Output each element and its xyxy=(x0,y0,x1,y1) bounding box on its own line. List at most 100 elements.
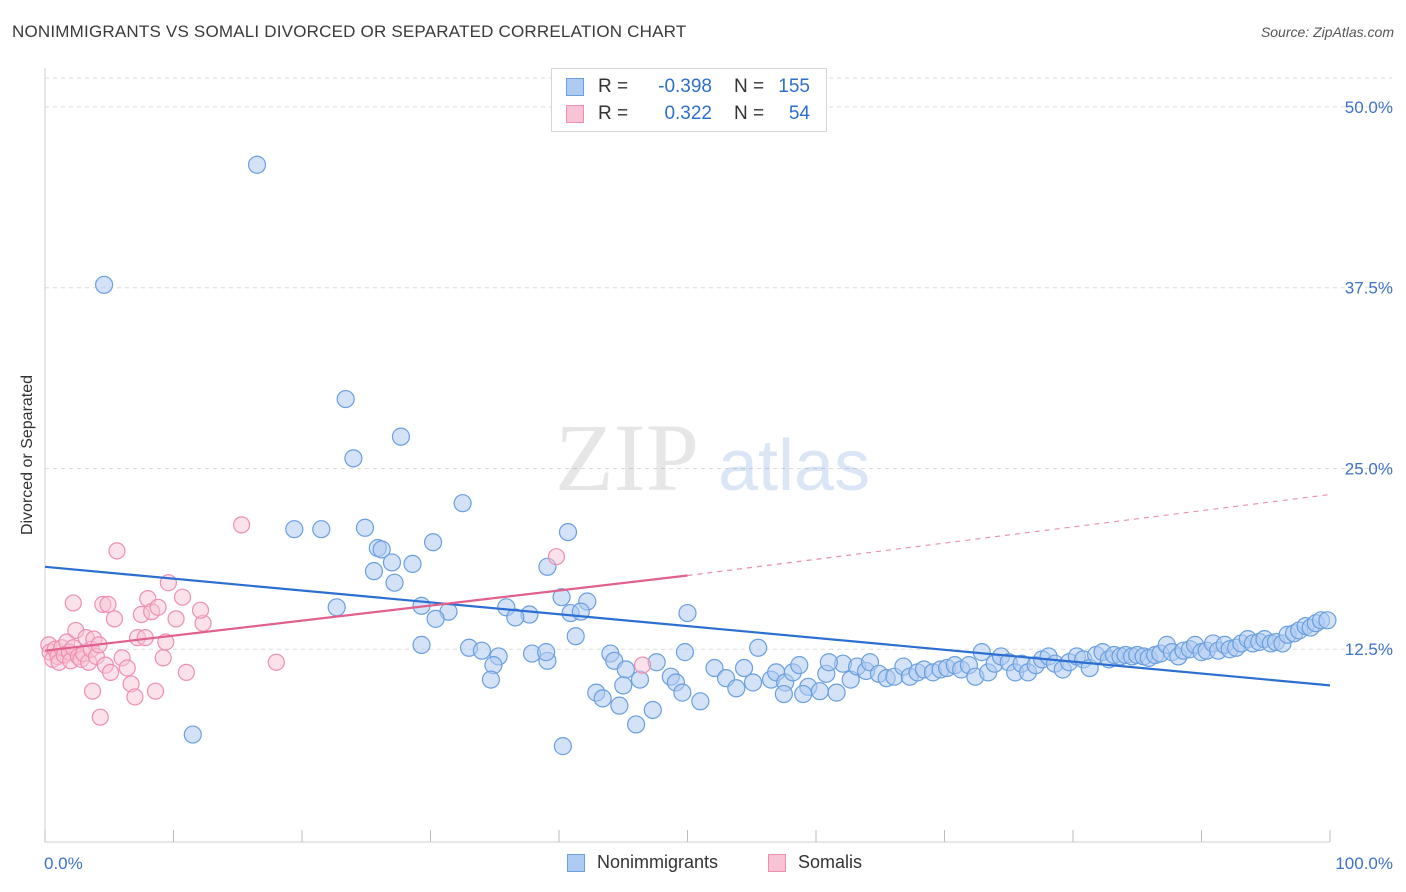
stats-swatch-pink xyxy=(566,105,584,123)
nonimmigrants-point xyxy=(453,494,472,513)
nonimmigrants-point xyxy=(647,653,666,672)
nonimmigrants-point xyxy=(481,670,500,689)
somalis-point xyxy=(177,663,195,681)
legend-swatch-pink xyxy=(768,853,786,872)
nonimmigrants-point xyxy=(616,660,635,679)
source-label: Source: ZipAtlas.com xyxy=(1260,24,1394,40)
legend-label: Nonimmigrants xyxy=(597,852,719,872)
somalis-point xyxy=(191,601,210,619)
nonimmigrants-point xyxy=(673,683,692,702)
nonimmigrants-point xyxy=(364,562,384,581)
nonimmigrants-point xyxy=(626,715,646,734)
legend-item-somalis[interactable]: Somalis xyxy=(768,852,862,873)
somalis-point xyxy=(118,659,136,677)
stats-box: R = -0.398 N = 155 R = 0.322 N = 54 xyxy=(551,68,827,132)
y-tick-label: 50.0% xyxy=(1345,98,1393,117)
somalis-point xyxy=(547,548,566,566)
trend-lines xyxy=(44,493,1331,687)
nonimmigrants-point xyxy=(819,653,838,672)
somalis-point xyxy=(267,653,285,671)
stats-r-value: -0.398 xyxy=(658,76,712,97)
somalis-trend-extension xyxy=(687,493,1331,577)
somalis-point xyxy=(64,594,82,612)
nonimmigrants-point xyxy=(552,588,571,607)
nonimmigrants-point xyxy=(336,389,355,409)
stats-n-value: 155 xyxy=(778,76,810,97)
somalis-point xyxy=(146,682,165,700)
stats-r-label: R = xyxy=(598,103,629,124)
somalis-point xyxy=(91,708,109,726)
nonimmigrants-point xyxy=(727,679,746,698)
stats-swatch-blue xyxy=(566,78,584,96)
x-tick-label: 100.0% xyxy=(1335,854,1393,873)
stats-n-label: N = xyxy=(733,103,765,124)
somalis-point xyxy=(233,516,251,534)
stats-row-nonimmigrants: R = -0.398 N = 155 xyxy=(566,74,810,100)
nonimmigrants-point xyxy=(678,603,697,623)
watermark-zip: ZIP xyxy=(555,404,699,511)
somalis-points xyxy=(40,516,652,726)
nonimmigrants-point xyxy=(423,533,443,552)
somalis-point xyxy=(105,610,123,628)
somalis-point xyxy=(108,542,126,560)
chart-title: NONIMMIGRANTS VS SOMALI DIVORCED OR SEPA… xyxy=(12,22,687,41)
stats-n-label: N = xyxy=(733,76,765,97)
legend-label: Somalis xyxy=(798,852,863,872)
watermark: ZIP atlas xyxy=(555,404,870,511)
somalis-point xyxy=(633,656,652,674)
nonimmigrants-point xyxy=(643,700,662,720)
nonimmigrants-point xyxy=(247,155,267,174)
nonimmigrants-point xyxy=(382,553,402,572)
nonimmigrants-point xyxy=(610,696,629,715)
gridlines xyxy=(45,77,1392,650)
legend: Nonimmigrants Somalis xyxy=(0,852,1406,876)
nonimmigrants-point xyxy=(426,609,445,628)
axes xyxy=(44,68,1331,843)
nonimmigrants-point xyxy=(344,449,363,468)
legend-item-nonimmigrants[interactable]: Nonimmigrants xyxy=(567,852,718,873)
nonimmigrants-point xyxy=(705,658,724,678)
nonimmigrants-point xyxy=(355,518,375,537)
nonimmigrants-point xyxy=(790,656,809,675)
somalis-point xyxy=(149,598,167,616)
somalis-point xyxy=(126,688,144,706)
nonimmigrants-point xyxy=(675,643,695,662)
somalis-point xyxy=(101,663,120,681)
nonimmigrants-point xyxy=(691,692,710,711)
somalis-trend-line xyxy=(44,574,688,652)
nonimmigrants-point xyxy=(749,638,768,657)
x-tick-label: 0.0% xyxy=(44,854,83,873)
y-tick-label: 25.0% xyxy=(1345,459,1393,478)
nonimmigrants-point xyxy=(630,670,650,689)
legend-swatch-blue xyxy=(567,853,585,872)
nonimmigrants-trend-line xyxy=(44,565,1331,687)
stats-row-somalis: R = 0.322 N = 54 xyxy=(566,101,810,127)
nonimmigrants-point xyxy=(566,627,585,646)
somalis-point xyxy=(99,595,117,614)
stats-r-value: 0.322 xyxy=(664,103,712,124)
nonimmigrants-point xyxy=(774,684,793,704)
nonimmigrants-point xyxy=(312,520,331,539)
somalis-point xyxy=(83,682,102,700)
nonimmigrants-point xyxy=(593,689,612,708)
watermark-atlas: atlas xyxy=(718,426,870,506)
tick-labels: 12.5% 25.0% 37.5% 50.0% 0.0% 100.0% xyxy=(44,98,1393,873)
nonimmigrants-points xyxy=(95,155,1337,756)
somalis-point xyxy=(173,588,192,606)
nonimmigrants-point xyxy=(810,682,829,701)
nonimmigrants-point xyxy=(734,658,754,678)
nonimmigrants-point xyxy=(403,554,422,574)
nonimmigrants-point xyxy=(472,641,491,660)
nonimmigrants-point xyxy=(827,683,846,702)
nonimmigrants-point xyxy=(385,573,404,592)
y-tick-label: 37.5% xyxy=(1345,279,1393,298)
nonimmigrants-point xyxy=(553,737,572,756)
nonimmigrants-point xyxy=(537,643,556,662)
stats-n-value: 54 xyxy=(788,103,810,124)
nonimmigrants-point xyxy=(558,522,578,542)
nonimmigrants-point xyxy=(391,427,411,446)
nonimmigrants-point xyxy=(327,598,346,617)
somalis-point xyxy=(154,649,172,667)
nonimmigrants-point xyxy=(506,608,525,627)
